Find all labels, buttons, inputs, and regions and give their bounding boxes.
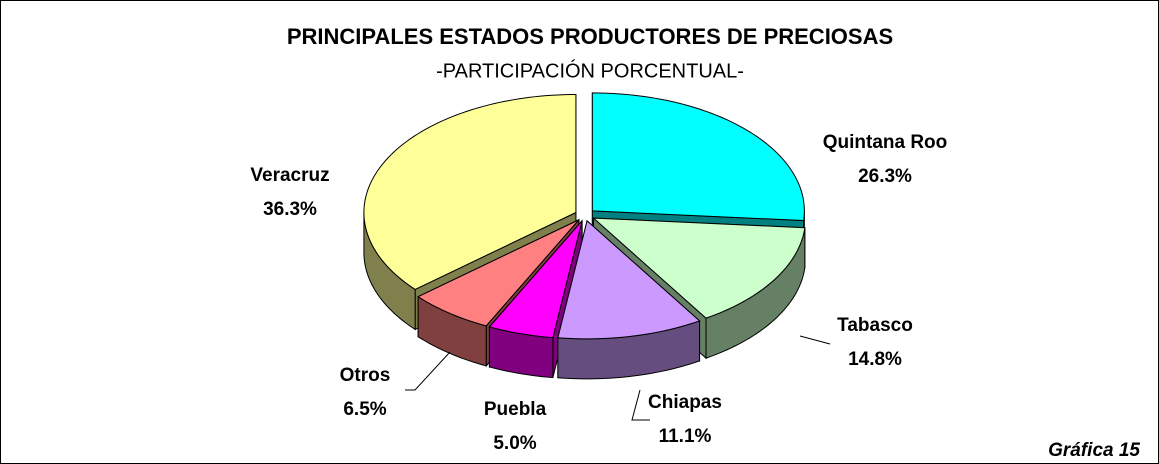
chart-subtitle: -PARTICIPACIÓN PORCENTUAL- (436, 59, 744, 82)
slice-label: Otros (340, 365, 391, 386)
leader-line (799, 335, 831, 345)
slice-label: Veracruz (250, 165, 329, 186)
slice-label: Quintana Roo (823, 132, 948, 153)
value-label: 14.8% (848, 349, 902, 370)
slice (363, 93, 577, 290)
slice (417, 219, 580, 327)
slice-label: Chiapas (648, 392, 722, 413)
slice-label: Puebla (484, 399, 547, 420)
slice-label: Tabasco (837, 315, 913, 336)
slice (557, 219, 701, 340)
pie (363, 92, 806, 380)
chart-title: PRINCIPALES ESTADOS PRODUCTORES DE PRECI… (287, 24, 893, 49)
leader-line (631, 389, 650, 421)
slice (592, 217, 806, 319)
value-label: 11.1% (659, 426, 712, 447)
slice (488, 220, 583, 339)
value-label: 5.0% (493, 433, 536, 454)
labels: Quintana Roo 26.3% Tabasco 14.8% Chiapas 11.1… (250, 132, 947, 454)
caption: Gráfica 15 (1048, 440, 1140, 461)
value-label: 36.3% (263, 199, 317, 220)
value-label: 26.3% (858, 166, 912, 187)
slice (591, 92, 805, 222)
value-label: 6.5% (343, 399, 386, 420)
leader-line (405, 351, 451, 391)
